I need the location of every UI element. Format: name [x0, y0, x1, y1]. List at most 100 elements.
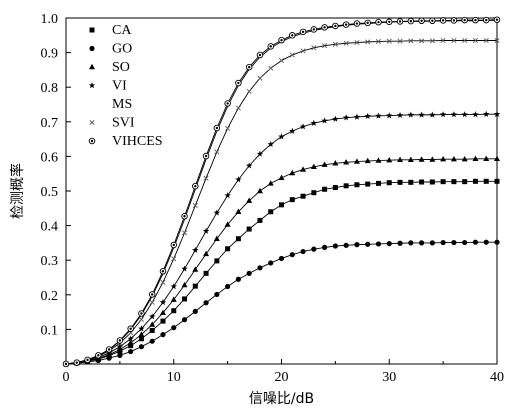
data-point-svi — [354, 40, 360, 46]
data-point-ca — [429, 179, 435, 185]
data-point-vi — [472, 111, 479, 118]
data-point-svi — [225, 125, 231, 131]
data-point-go — [332, 243, 338, 249]
data-point-ca — [214, 258, 220, 264]
series-line-vihces — [65, 19, 498, 365]
data-point-ca — [235, 236, 241, 242]
data-point-so — [116, 346, 123, 352]
data-point-vihces — [493, 16, 501, 23]
y-tick-label: 0.5 — [41, 185, 59, 200]
data-point-vihces — [375, 18, 382, 26]
data-point-vihces — [245, 63, 253, 71]
data-point-go — [440, 239, 446, 246]
data-point-svi — [171, 256, 177, 262]
legend-label-go: GO — [112, 42, 132, 57]
data-point-svi — [375, 39, 381, 45]
data-point-so — [267, 180, 274, 186]
data-point-vi — [386, 112, 393, 119]
data-point-ca — [408, 179, 414, 185]
data-point-so — [192, 266, 199, 272]
data-point-vihces — [84, 356, 91, 364]
data-point-go — [494, 239, 500, 245]
data-point-vihces — [62, 360, 70, 368]
data-point-svi — [365, 39, 371, 45]
data-point-svi — [451, 37, 457, 44]
y-tick-label: 1.0 — [41, 12, 59, 27]
data-point-svi — [235, 105, 241, 111]
data-point-svi — [214, 149, 220, 155]
data-point-so — [181, 281, 188, 288]
data-point-ca — [138, 336, 144, 342]
y-tick-label: 0.3 — [41, 254, 59, 269]
data-point-so — [397, 156, 404, 163]
data-point-go — [300, 248, 306, 255]
data-point-svi — [268, 65, 274, 71]
data-point-vi — [170, 283, 177, 290]
data-point-so — [300, 166, 307, 172]
data-point-svi — [278, 58, 285, 64]
data-point-go — [343, 242, 349, 248]
data-point-ca — [322, 186, 328, 192]
data-point-ca — [451, 179, 457, 185]
y-tick-label: 0.7 — [41, 116, 59, 131]
data-point-ca — [257, 217, 263, 223]
data-point-go — [354, 242, 360, 248]
data-point-vihces — [429, 17, 436, 25]
data-point-vi — [138, 325, 145, 332]
data-point-go — [181, 317, 188, 323]
data-point-go — [418, 240, 425, 246]
data-point-vi — [375, 112, 382, 119]
data-point-ca — [225, 246, 231, 252]
data-point-so — [321, 161, 328, 167]
data-point-vi — [245, 162, 253, 169]
data-point-vi — [407, 111, 415, 118]
data-point-vi — [418, 111, 425, 118]
data-point-so — [256, 187, 263, 194]
data-point-vi — [202, 227, 210, 234]
data-point-so — [494, 155, 500, 162]
data-point-vi — [439, 111, 447, 118]
data-point-go — [451, 239, 457, 246]
data-point-vihces — [170, 241, 177, 249]
data-point-so — [203, 250, 210, 257]
data-point-vihces — [461, 16, 468, 24]
data-point-go — [397, 240, 403, 246]
data-point-go — [322, 244, 328, 250]
data-point-ca — [419, 179, 425, 185]
legend-label-vi: VI — [112, 79, 127, 94]
data-point-vi — [289, 127, 296, 134]
data-point-vihces — [256, 51, 264, 59]
data-point-ca — [171, 308, 177, 314]
data-point-so — [483, 155, 490, 162]
data-point-svi — [192, 203, 198, 209]
data-point-svi — [203, 175, 209, 181]
data-point-vihces — [353, 20, 361, 27]
legend-label-ca: CA — [112, 23, 132, 38]
data-point-so — [159, 309, 166, 315]
data-point-go — [289, 252, 295, 258]
data-point-vihces — [332, 22, 339, 30]
data-point-so — [213, 235, 220, 241]
data-point-vihces — [386, 18, 393, 26]
data-point-vihces — [342, 21, 350, 28]
series-line-svi — [65, 40, 497, 365]
data-point-vihces — [289, 32, 296, 39]
data-point-go — [117, 352, 123, 358]
data-point-ca — [472, 178, 478, 184]
data-point-svi — [408, 38, 414, 44]
data-point-go — [408, 240, 414, 246]
data-point-so — [440, 155, 447, 162]
data-point-so — [418, 156, 425, 162]
data-point-go — [203, 300, 209, 306]
data-point-svi — [257, 75, 263, 81]
legend-marker-so — [89, 63, 95, 70]
y-tick-label: 0.2 — [41, 289, 59, 304]
data-point-svi — [472, 37, 478, 44]
data-point-vi — [342, 114, 350, 121]
data-point-go — [278, 255, 285, 262]
data-point-vihces — [439, 17, 447, 24]
data-point-vihces — [116, 337, 124, 344]
data-point-so — [149, 321, 156, 327]
data-point-svi — [160, 279, 166, 285]
